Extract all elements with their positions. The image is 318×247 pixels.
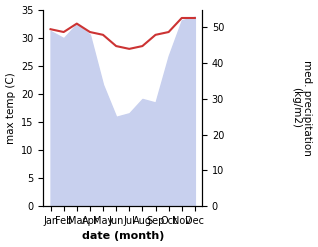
Y-axis label: med. precipitation
(kg/m2): med. precipitation (kg/m2) — [291, 60, 313, 156]
X-axis label: date (month): date (month) — [81, 231, 164, 242]
Y-axis label: max temp (C): max temp (C) — [5, 72, 16, 144]
